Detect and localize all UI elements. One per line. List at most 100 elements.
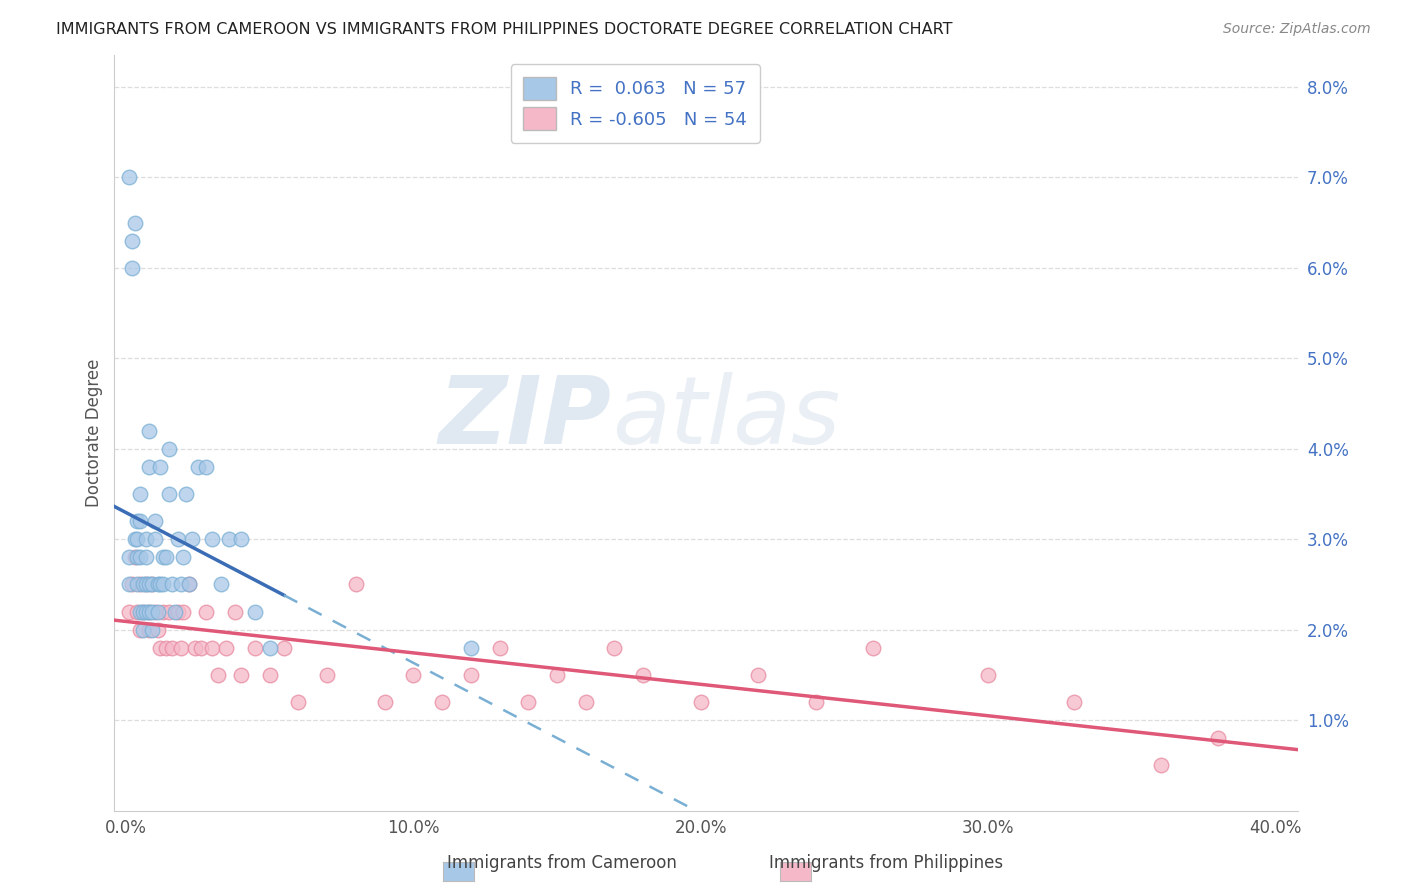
Point — [460, 668, 482, 682]
Point — [344, 577, 367, 591]
Point — [402, 668, 425, 682]
Point — [127, 514, 149, 528]
Point — [118, 170, 141, 185]
Point — [132, 605, 155, 619]
Point — [172, 605, 194, 619]
Point — [287, 695, 309, 709]
Point — [135, 605, 157, 619]
Point — [215, 640, 238, 655]
Point — [141, 623, 163, 637]
Point — [169, 640, 191, 655]
Point — [163, 605, 186, 619]
Point — [187, 459, 209, 474]
Text: ZIP: ZIP — [439, 372, 612, 464]
Point — [129, 487, 152, 501]
Point — [146, 577, 169, 591]
Point — [155, 550, 177, 565]
Point — [224, 605, 246, 619]
Point — [143, 514, 166, 528]
Point — [127, 532, 149, 546]
Point — [517, 695, 540, 709]
Point — [157, 442, 180, 456]
Point — [129, 550, 152, 565]
Point — [201, 640, 224, 655]
Point — [1206, 731, 1229, 746]
Point — [631, 668, 654, 682]
Point — [374, 695, 396, 709]
Point — [157, 605, 180, 619]
Point — [190, 640, 212, 655]
Text: IMMIGRANTS FROM CAMEROON VS IMMIGRANTS FROM PHILIPPINES DOCTORATE DEGREE CORRELA: IMMIGRANTS FROM CAMEROON VS IMMIGRANTS F… — [56, 22, 953, 37]
Point — [118, 577, 141, 591]
Point — [804, 695, 827, 709]
Point — [460, 640, 482, 655]
Point — [121, 234, 143, 248]
Point — [259, 668, 281, 682]
Point — [747, 668, 769, 682]
Point — [430, 695, 453, 709]
Point — [152, 550, 174, 565]
Point — [127, 577, 149, 591]
Point — [179, 577, 201, 591]
Point — [169, 577, 191, 591]
Point — [149, 459, 172, 474]
Point — [1149, 758, 1171, 772]
Point — [129, 605, 152, 619]
Point — [127, 605, 149, 619]
Point — [149, 640, 172, 655]
Point — [132, 623, 155, 637]
Point — [155, 640, 177, 655]
Y-axis label: Doctorate Degree: Doctorate Degree — [86, 359, 103, 507]
Point — [218, 532, 240, 546]
Point — [138, 605, 160, 619]
Point — [179, 577, 201, 591]
Point — [135, 577, 157, 591]
Point — [172, 550, 194, 565]
Point — [209, 577, 232, 591]
Point — [166, 605, 188, 619]
Point — [229, 668, 252, 682]
Point — [124, 215, 146, 229]
Point — [152, 577, 174, 591]
Legend: R =  0.063   N = 57, R = -0.605   N = 54: R = 0.063 N = 57, R = -0.605 N = 54 — [510, 64, 761, 143]
Point — [603, 640, 626, 655]
Point — [174, 487, 197, 501]
Point — [118, 550, 141, 565]
Point — [195, 605, 218, 619]
Point — [138, 459, 160, 474]
Point — [160, 640, 183, 655]
Point — [129, 623, 152, 637]
Point — [1063, 695, 1085, 709]
Point — [138, 605, 160, 619]
Point — [146, 605, 169, 619]
Point — [124, 532, 146, 546]
Point — [195, 459, 218, 474]
Point — [245, 640, 267, 655]
Point — [862, 640, 884, 655]
Point — [138, 424, 160, 438]
Point — [201, 532, 224, 546]
Point — [166, 532, 188, 546]
Point — [207, 668, 229, 682]
Point — [143, 532, 166, 546]
Point — [141, 577, 163, 591]
Point — [132, 577, 155, 591]
Point — [273, 640, 295, 655]
Point — [129, 577, 152, 591]
Point — [132, 605, 155, 619]
Point — [149, 577, 172, 591]
Text: Source: ZipAtlas.com: Source: ZipAtlas.com — [1223, 22, 1371, 37]
Point — [160, 577, 183, 591]
Point — [229, 532, 252, 546]
Point — [135, 550, 157, 565]
Text: Immigrants from Cameroon: Immigrants from Cameroon — [447, 855, 678, 872]
Point — [157, 487, 180, 501]
Point — [118, 605, 141, 619]
Point — [184, 640, 207, 655]
Point — [138, 623, 160, 637]
Point — [121, 260, 143, 275]
Point — [141, 577, 163, 591]
Point — [316, 668, 339, 682]
Point — [181, 532, 204, 546]
Point — [488, 640, 510, 655]
